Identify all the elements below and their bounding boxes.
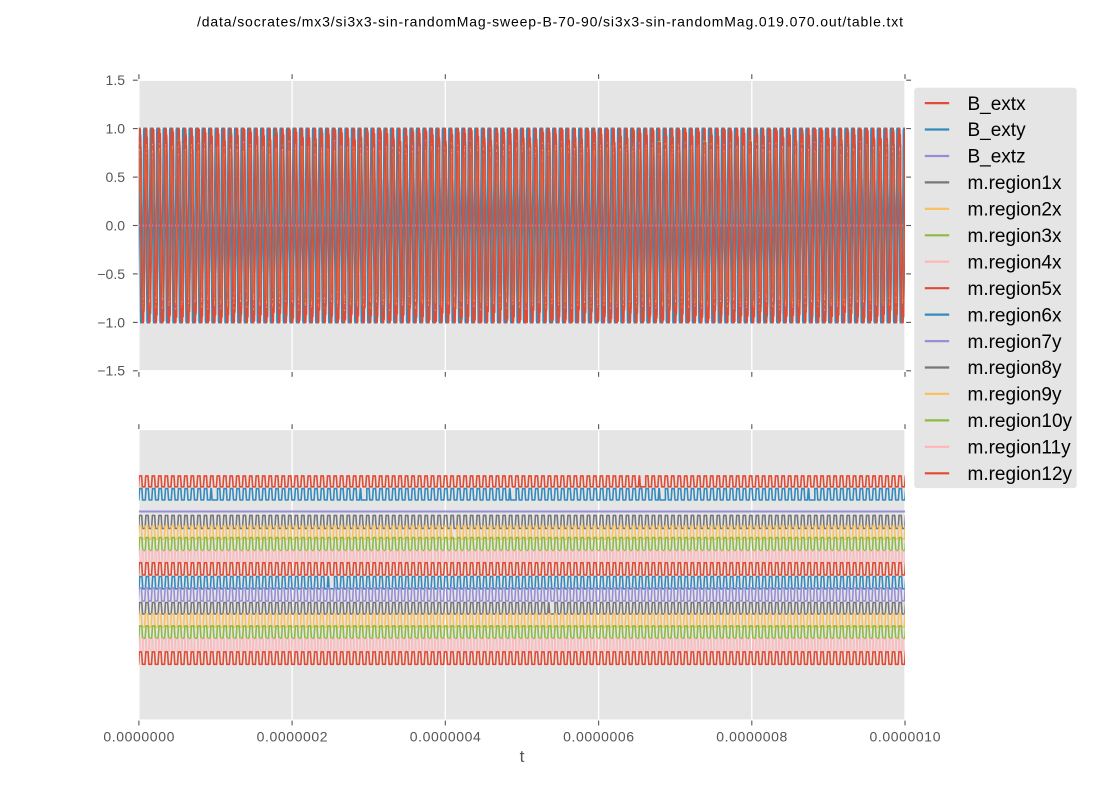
svg-text:m.region7y: m.region7y	[968, 332, 1062, 353]
svg-text:B_extz: B_extz	[968, 147, 1026, 168]
svg-text:t: t	[520, 747, 525, 766]
svg-text:0.0: 0.0	[106, 217, 126, 233]
svg-text:m.region3x: m.region3x	[968, 226, 1062, 247]
svg-text:B_exty: B_exty	[968, 120, 1027, 141]
svg-text:m.region6x: m.region6x	[968, 305, 1062, 326]
svg-text:0.0000008: 0.0000008	[716, 729, 788, 745]
svg-text:B_extx: B_extx	[968, 94, 1027, 115]
svg-text:m.region9y: m.region9y	[968, 385, 1062, 406]
svg-text:0.0000000: 0.0000000	[103, 729, 175, 745]
svg-text:0.0000010: 0.0000010	[870, 729, 942, 745]
svg-text:0.0000006: 0.0000006	[563, 729, 635, 745]
svg-text:m.region11y: m.region11y	[968, 438, 1072, 459]
svg-text:m.region2x: m.region2x	[968, 200, 1062, 221]
svg-text:m.region10y: m.region10y	[968, 411, 1073, 432]
svg-text:1.5: 1.5	[106, 72, 126, 88]
svg-text:0.0000004: 0.0000004	[410, 729, 482, 745]
svg-text:m.region8y: m.region8y	[968, 358, 1062, 379]
svg-text:m.region1x: m.region1x	[968, 173, 1062, 194]
svg-text:m.region12y: m.region12y	[968, 464, 1073, 485]
svg-text:−0.5: −0.5	[97, 266, 125, 282]
svg-text:0.5: 0.5	[106, 169, 126, 185]
svg-text:1.0: 1.0	[106, 121, 126, 137]
svg-text:−1.5: −1.5	[97, 363, 125, 379]
svg-text:−1.0: −1.0	[97, 314, 125, 330]
svg-text:0.0000002: 0.0000002	[257, 729, 329, 745]
svg-text:/data/socrates/mx3/si3x3-sin-r: /data/socrates/mx3/si3x3-sin-randomMag-s…	[197, 14, 903, 30]
svg-text:m.region4x: m.region4x	[968, 252, 1062, 273]
svg-text:m.region5x: m.region5x	[968, 279, 1062, 300]
